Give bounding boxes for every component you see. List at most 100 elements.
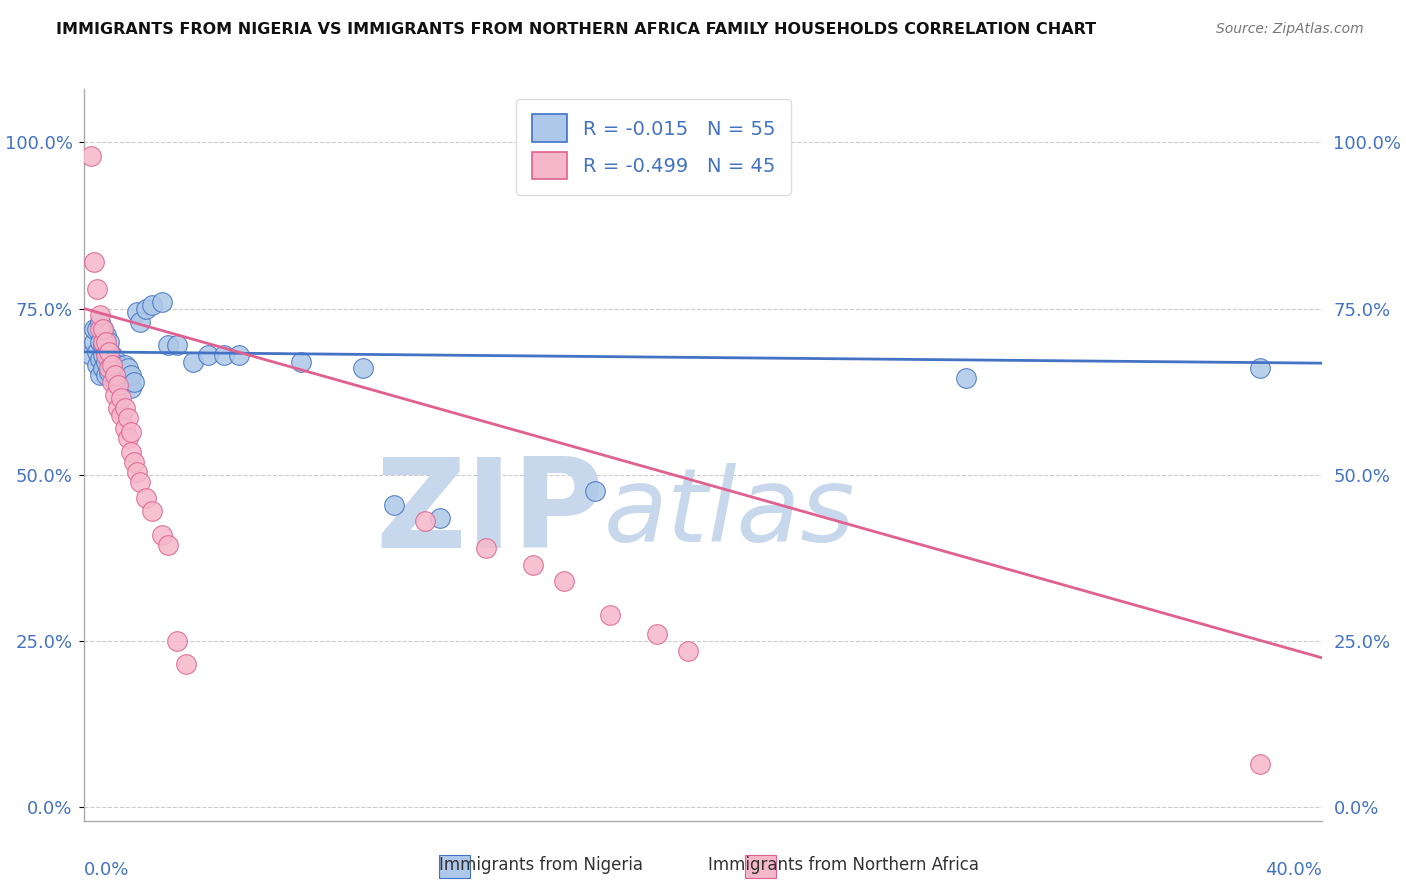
Point (104, 368, 127, 383)
Text: ZIP: ZIP (375, 453, 605, 574)
Point (101, 361, 124, 376)
Point (122, 375, 145, 389)
Point (104, 375, 127, 389)
Point (83, 321, 105, 335)
Point (413, 515, 436, 529)
Point (129, 315, 152, 329)
Point (91, 334, 114, 349)
Point (91, 321, 114, 335)
Point (1249, 757, 1271, 772)
Text: atlas: atlas (605, 464, 855, 564)
Point (110, 361, 132, 376)
Point (86, 358, 108, 372)
Point (89, 321, 111, 335)
Point (1249, 361, 1271, 376)
Point (290, 355, 312, 369)
Point (382, 498, 405, 512)
Point (89, 308, 111, 322)
Point (122, 454, 145, 468)
Point (94, 328, 117, 343)
Point (94, 355, 117, 369)
Point (120, 368, 142, 383)
Point (86, 344, 108, 359)
Point (107, 378, 129, 392)
Point (135, 301, 157, 316)
Point (129, 475, 152, 489)
Point (98, 351, 121, 366)
Text: 0.0%: 0.0% (84, 861, 129, 879)
Point (114, 371, 136, 385)
Point (141, 504, 163, 518)
Point (104, 361, 127, 376)
Point (120, 444, 142, 458)
Text: IMMIGRANTS FROM NIGERIA VS IMMIGRANTS FROM NORTHERN AFRICA FAMILY HOUSEHOLDS COR: IMMIGRANTS FROM NIGERIA VS IMMIGRANTS FR… (56, 22, 1097, 37)
Point (91, 338, 114, 352)
Point (107, 401, 129, 416)
Point (125, 465, 148, 479)
Point (89, 334, 111, 349)
Point (83, 334, 105, 349)
Point (117, 431, 139, 445)
Point (166, 634, 188, 648)
Point (89, 315, 111, 329)
Point (156, 538, 179, 552)
Point (98, 365, 121, 379)
Point (98, 344, 121, 359)
Point (86, 282, 108, 296)
Point (117, 411, 139, 425)
Text: Immigrants from Nigeria: Immigrants from Nigeria (439, 855, 644, 873)
Point (228, 348, 250, 362)
Point (110, 378, 132, 392)
Point (156, 338, 179, 352)
Point (475, 541, 498, 555)
Point (599, 607, 621, 622)
Point (94, 334, 117, 349)
Point (89, 351, 111, 366)
Point (114, 401, 136, 416)
Text: 40.0%: 40.0% (1265, 861, 1322, 879)
Point (553, 574, 575, 589)
Point (166, 338, 188, 352)
Point (107, 358, 129, 372)
Text: Immigrants from Northern Africa: Immigrants from Northern Africa (709, 855, 979, 873)
Point (91, 348, 114, 362)
Point (114, 421, 136, 435)
Point (645, 627, 668, 641)
Point (101, 348, 124, 362)
Point (212, 348, 235, 362)
Point (583, 484, 606, 499)
Point (141, 298, 163, 312)
Point (91, 361, 114, 376)
Point (429, 511, 451, 525)
Point (352, 361, 374, 376)
Point (135, 491, 157, 505)
Point (197, 348, 219, 362)
Point (150, 295, 173, 310)
Point (955, 371, 977, 385)
Point (676, 644, 699, 658)
Point (98, 361, 121, 376)
Point (110, 408, 132, 422)
Point (101, 375, 124, 389)
Point (176, 657, 198, 672)
Point (94, 348, 117, 362)
Point (120, 381, 142, 395)
Point (86, 321, 108, 335)
Text: Source: ZipAtlas.com: Source: ZipAtlas.com (1216, 22, 1364, 37)
Point (79, 348, 101, 362)
Point (79, 149, 101, 163)
Point (83, 255, 105, 269)
Point (98, 334, 121, 349)
Point (110, 392, 132, 406)
Point (125, 305, 148, 319)
Point (104, 351, 127, 366)
Point (150, 527, 173, 541)
Point (107, 368, 129, 383)
Point (114, 358, 136, 372)
Point (91, 321, 114, 335)
Point (522, 558, 544, 572)
Legend: R = -0.015   N = 55, R = -0.499   N = 45: R = -0.015 N = 55, R = -0.499 N = 45 (516, 99, 790, 194)
Point (94, 368, 117, 383)
Point (104, 388, 127, 402)
Point (89, 368, 111, 383)
